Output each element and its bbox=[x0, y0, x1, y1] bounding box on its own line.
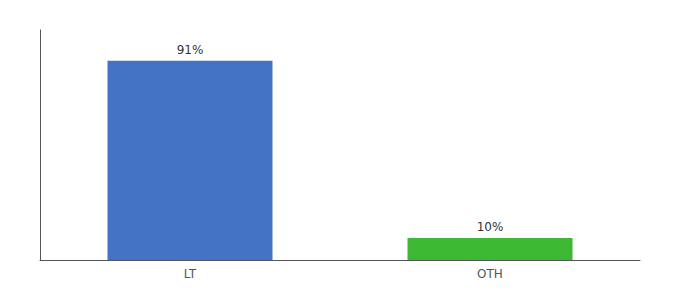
svg-text:LT: LT bbox=[184, 267, 197, 281]
svg-text:OTH: OTH bbox=[477, 267, 503, 281]
svg-text:91%: 91% bbox=[177, 43, 204, 57]
svg-text:10%: 10% bbox=[477, 220, 504, 234]
